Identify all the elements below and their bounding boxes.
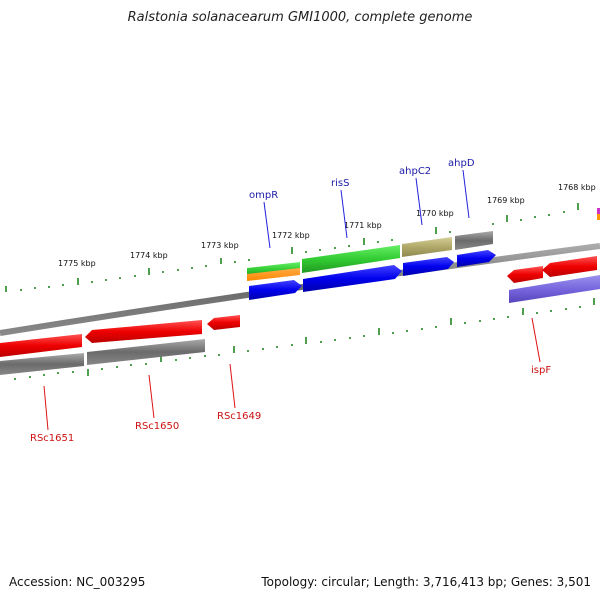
gene-label-ahpD: ahpD	[448, 158, 475, 169]
cds-arrow	[207, 315, 240, 330]
tick-label: 1769 kbp	[487, 196, 525, 205]
cds-arrow	[507, 266, 543, 283]
cds-arrow	[249, 280, 302, 300]
gray-feature	[455, 231, 493, 250]
outer-ruler	[5, 203, 579, 292]
gene-label-RSc1649: RSc1649	[217, 411, 261, 422]
gene-label-RSc1651: RSc1651	[30, 433, 74, 444]
cds-arrow	[542, 256, 597, 277]
tick-label: 1773 kbp	[201, 241, 239, 250]
purple-feature	[509, 275, 600, 303]
map-title: Ralstonia solanacearum GMI1000, complete…	[127, 10, 473, 25]
tick-label: 1768 kbp	[558, 183, 596, 192]
orange-feature	[597, 214, 600, 220]
inner-ruler	[14, 298, 595, 380]
cds-arrow	[403, 257, 454, 276]
gene-label-risS: risS	[331, 178, 349, 189]
gray-feature	[0, 353, 84, 375]
orange-feature	[247, 268, 300, 281]
label-leaders	[43, 169, 541, 431]
green-feature	[302, 245, 400, 273]
gene-label-ispF: ispF	[531, 365, 551, 376]
tick-label: 1770 kbp	[416, 209, 454, 218]
tick-label: 1774 kbp	[130, 251, 168, 260]
tick-label: 1771 kbp	[344, 221, 382, 230]
gene-label-ompR: ompR	[249, 190, 278, 201]
forward-features	[247, 208, 600, 281]
forward-cds	[249, 250, 496, 300]
tick-label: 1772 kbp	[272, 231, 310, 240]
reverse-features	[0, 315, 240, 375]
cds-arrow	[457, 250, 496, 267]
tick-label: 1775 kbp	[58, 259, 96, 268]
gene-label-ahpC2: ahpC2	[399, 166, 431, 177]
cds-arrow	[85, 320, 202, 343]
reverse-cds-right	[507, 256, 600, 303]
topology-text: Topology: circular; Length: 3,716,413 bp…	[261, 575, 591, 589]
accession-text: Accession: NC_003295	[9, 575, 146, 589]
gray-feature	[87, 339, 205, 365]
gene-label-RSc1650: RSc1650	[135, 421, 179, 432]
khaki-feature	[402, 237, 452, 257]
cds-arrow	[0, 334, 82, 357]
cds-arrow	[303, 265, 402, 292]
magenta-feature	[597, 208, 600, 214]
